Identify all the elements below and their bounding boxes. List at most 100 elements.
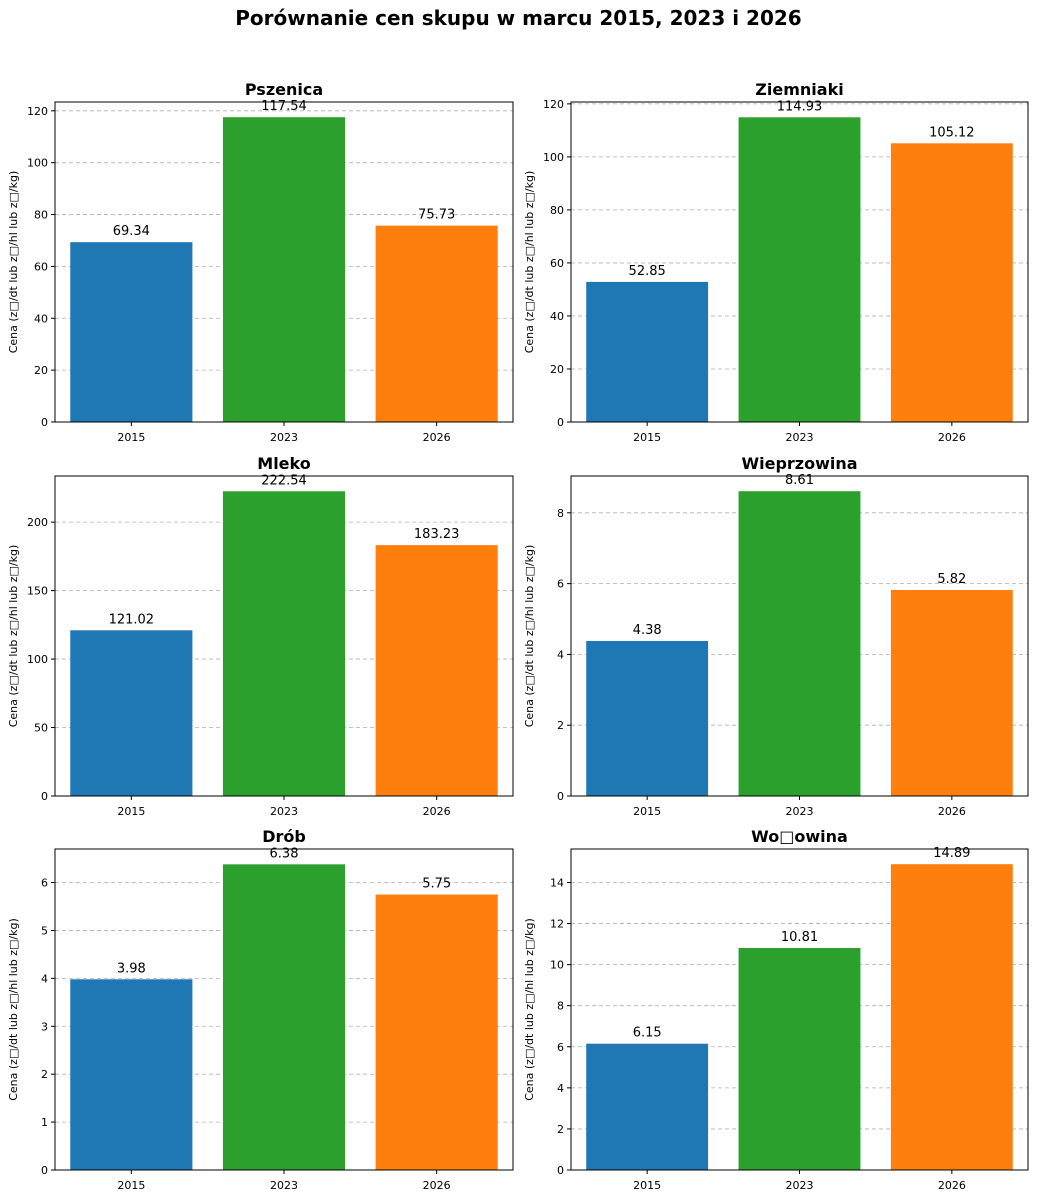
bar-value-label: 5.82	[937, 572, 966, 587]
y-tick-label: 40	[34, 312, 48, 325]
y-tick-label: 40	[550, 310, 564, 323]
y-tick-label: 0	[41, 1164, 48, 1177]
y-tick-label: 100	[543, 151, 564, 164]
bar-value-label: 4.38	[633, 623, 662, 638]
y-tick-label: 0	[557, 1164, 564, 1177]
bar-2026	[375, 225, 498, 422]
x-tick-label: 2023	[270, 1179, 298, 1192]
y-axis-label: Cena (z□/dt lub z□/hl lub z□/kg)	[523, 171, 536, 354]
x-tick-label: 2023	[270, 805, 298, 818]
y-tick-label: 0	[557, 416, 564, 429]
chart-panel-5: 3.98 2015 6.38 2023 5.75 2026 0 1 2 3 4 5 6 Drób Cena …	[7, 827, 514, 1192]
axes-frame	[54, 101, 514, 423]
y-tick-label: 8	[557, 507, 564, 520]
subplot-title: Ziemniaki	[755, 80, 843, 99]
y-tick-label: 3	[41, 1020, 48, 1033]
bar-value-label: 6.15	[633, 1026, 662, 1041]
bar-2015	[586, 640, 709, 796]
chart-panel-2: 52.85 2015 114.93 2023 105.12 2026 0 20 40 60 80 10…	[523, 80, 1029, 444]
y-axis-label: Cena (z□/dt lub z□/hl lub z□/kg)	[523, 918, 536, 1101]
x-tick-label: 2023	[786, 1179, 814, 1192]
subplot-title: Drób	[262, 827, 306, 846]
x-tick-label: 2026	[938, 431, 966, 444]
bar-2026	[890, 589, 1013, 796]
bar-2023	[738, 947, 861, 1170]
y-tick-label: 0	[41, 790, 48, 803]
y-tick-label: 20	[34, 364, 48, 377]
bar-2015	[70, 242, 193, 422]
y-tick-label: 20	[550, 363, 564, 376]
y-tick-label: 2	[557, 1123, 564, 1136]
x-tick-label: 2015	[117, 431, 145, 444]
y-tick-label: 0	[557, 790, 564, 803]
y-tick-label: 1	[41, 1116, 48, 1129]
bar-value-label: 52.85	[629, 264, 666, 279]
chart-panel-1: 69.34 2015 117.54 2023 75.73 2026 0 20 40 60 80 100…	[7, 80, 514, 444]
axes-frame	[54, 848, 514, 1171]
y-tick-label: 100	[27, 653, 48, 666]
axes-frame	[570, 848, 1029, 1171]
bar-value-label: 105.12	[929, 125, 975, 140]
y-tick-label: 6	[41, 877, 48, 890]
y-axis-label: Cena (z□/dt lub z□/hl lub z□/kg)	[7, 171, 20, 354]
bar-value-label: 222.54	[261, 473, 307, 488]
y-tick-label: 8	[557, 1000, 564, 1013]
chart-panel-6: 6.15 2015 10.81 2023 14.89 2026 0 2 4 6 8 10 12 14 Wo□…	[523, 827, 1029, 1192]
y-tick-label: 120	[27, 105, 48, 118]
bar-2015	[70, 979, 193, 1170]
y-tick-label: 10	[550, 959, 564, 972]
subplot-title: Pszenica	[245, 80, 323, 99]
chart-panel-4: 4.38 2015 8.61 2023 5.82 2026 0 2 4 6 8 Wieprzowina…	[523, 454, 1029, 818]
bar-2026	[890, 864, 1013, 1170]
x-tick-label: 2026	[423, 431, 451, 444]
subplot-title: Wo□owina	[751, 827, 848, 846]
axes-frame	[570, 101, 1029, 423]
y-axis-label: Cena (z□/dt lub z□/hl lub z□/kg)	[523, 545, 536, 728]
x-tick-label: 2026	[938, 805, 966, 818]
bar-value-label: 75.73	[418, 208, 455, 223]
y-tick-label: 50	[34, 722, 48, 735]
y-tick-label: 12	[550, 918, 564, 931]
y-axis-label: Cena (z□/dt lub z□/hl lub z□/kg)	[7, 545, 20, 728]
bar-2023	[738, 117, 861, 423]
x-tick-label: 2026	[938, 1179, 966, 1192]
x-tick-label: 2015	[633, 805, 661, 818]
bar-value-label: 117.54	[261, 99, 307, 114]
y-tick-label: 150	[27, 585, 48, 598]
x-tick-label: 2015	[633, 1179, 661, 1192]
x-tick-label: 2023	[786, 431, 814, 444]
bar-value-label: 114.93	[777, 99, 823, 114]
y-tick-label: 120	[543, 98, 564, 111]
bar-value-label: 121.02	[109, 612, 155, 627]
x-tick-label: 2015	[117, 1179, 145, 1192]
y-axis-label: Cena (z□/dt lub z□/hl lub z□/kg)	[7, 918, 20, 1101]
bar-value-label: 6.38	[270, 846, 299, 861]
y-tick-label: 2	[557, 719, 564, 732]
x-tick-label: 2023	[270, 431, 298, 444]
chart-panel-3: 121.02 2015 222.54 2023 183.23 2026 0 50 100 150 2…	[7, 454, 514, 818]
x-tick-label: 2015	[633, 431, 661, 444]
bar-2015	[586, 1043, 709, 1170]
y-tick-label: 100	[27, 157, 48, 170]
y-tick-label: 14	[550, 876, 564, 889]
y-tick-label: 80	[550, 204, 564, 217]
y-tick-label: 4	[557, 648, 564, 661]
x-tick-label: 2026	[423, 1179, 451, 1192]
x-tick-label: 2015	[117, 805, 145, 818]
y-tick-label: 60	[34, 260, 48, 273]
y-tick-label: 80	[34, 209, 48, 222]
subplot-title: Wieprzowina	[741, 454, 857, 473]
x-tick-label: 2026	[423, 805, 451, 818]
y-tick-label: 4	[557, 1082, 564, 1095]
subplot-title: Mleko	[257, 454, 310, 473]
bar-2026	[890, 143, 1013, 422]
x-tick-label: 2023	[786, 805, 814, 818]
y-tick-label: 6	[557, 1041, 564, 1054]
axes-frame	[54, 475, 514, 797]
y-tick-label: 5	[41, 924, 48, 937]
y-tick-label: 0	[41, 416, 48, 429]
bar-2023	[738, 491, 861, 796]
bar-2023	[222, 117, 346, 423]
y-tick-label: 200	[27, 516, 48, 529]
